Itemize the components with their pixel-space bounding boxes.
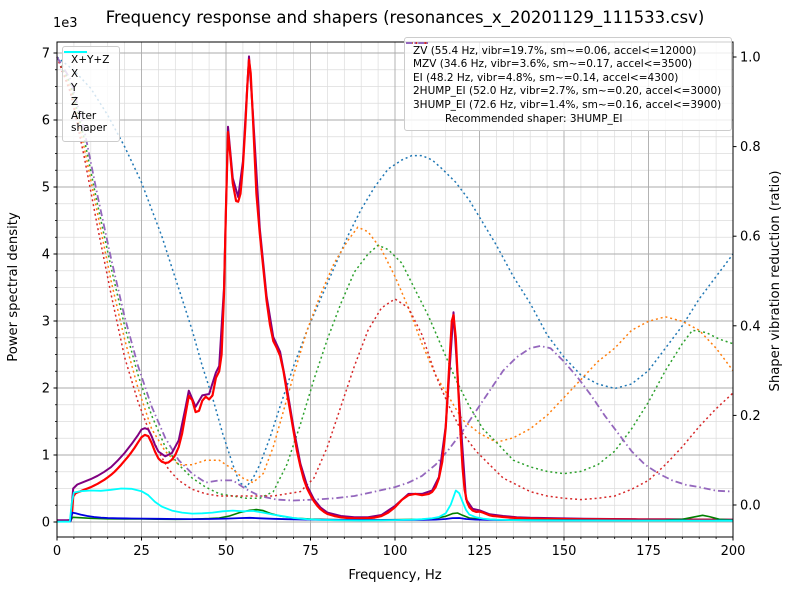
y-left-tick-label: 5 [42, 181, 50, 196]
axis-layer: 0 25 50 75 100 125 150 175 200 0 1 2 3 4 5 6 7 0.0 0.2 0.4 0… [42, 41, 761, 559]
x-tick-label: 25 [133, 544, 150, 559]
legend-item-label: 3HUMP_EI (72.6 Hz, vibr=1.4%, sm~=0.16, … [413, 98, 722, 111]
x-tick-label: 75 [302, 544, 319, 559]
legend-item-label: X [71, 68, 79, 80]
y-right-tick-label: 1.0 [740, 51, 761, 66]
y-left-axis-label: Power spectral density [6, 212, 21, 362]
y-right-tick-label: 0.4 [740, 319, 761, 334]
series-3hump-ei [56, 56, 734, 502]
series-zv [56, 56, 734, 488]
legend-item-label: 2HUMP_EI (52.0 Hz, vibr=2.7%, sm~=0.20, … [413, 85, 722, 97]
legend-line-sample [406, 42, 429, 44]
legend-item: 3HUMP_EI (72.6 Hz, vibr=1.4%, sm~=0.16, … [406, 42, 722, 111]
legend-item: Z [64, 51, 109, 108]
y-left-tick-label: 4 [42, 248, 50, 263]
series-ei [56, 56, 734, 500]
y-left-offset-text: 1e3 [53, 16, 78, 31]
legend-item: EI (48.2 Hz, vibr=4.8%, sm~=0.14, accel<… [406, 42, 721, 84]
legend-item-label: MZV (34.6 Hz, vibr=3.6%, sm~=0.17, accel… [413, 58, 693, 70]
legend-psd: X+Y+Z X Y Z After shaper [62, 46, 121, 142]
y-right-axis-label: Shaper vibration reduction (ratio) [768, 170, 783, 391]
y-right-tick-label: 0.2 [740, 409, 761, 424]
x-tick-label: 50 [218, 544, 235, 559]
y-right-tick-label: 0.0 [740, 499, 761, 514]
grid-layer [57, 42, 733, 537]
y-left-tick-label: 3 [42, 315, 50, 330]
legend-line-sample [406, 42, 429, 44]
x-tick-label: 200 [721, 544, 746, 559]
x-tick-label: 175 [636, 544, 661, 559]
series-mzv [56, 56, 734, 484]
y-left-tick-label: 2 [42, 382, 50, 397]
legend-footer: Recommended shaper: 3HUMP_EI [445, 112, 623, 125]
x-tick-label: 125 [467, 544, 492, 559]
legend-item: ZV (55.4 Hz, vibr=19.7%, sm~=0.06, accel… [406, 42, 721, 57]
x-tick-label: 150 [552, 544, 577, 559]
y-left-tick-label: 0 [42, 516, 50, 531]
y-right-tick-label: 0.8 [740, 140, 761, 155]
legend-shapers: ZV (55.4 Hz, vibr=19.7%, sm~=0.06, accel… [404, 37, 733, 131]
legend-item-label: ZV (55.4 Hz, vibr=19.7%, sm~=0.06, accel… [413, 44, 697, 57]
y-left-tick-label: 7 [42, 47, 50, 62]
legend-item-label: EI (48.2 Hz, vibr=4.8%, sm~=0.14, accel<… [413, 71, 679, 84]
legend-item-label: Z [71, 96, 79, 108]
legend-item-label: After shaper [71, 110, 108, 134]
x-axis-label: Frequency, Hz [348, 568, 441, 583]
x-tick-label: 0 [53, 544, 61, 559]
y-left-tick-label: 6 [42, 114, 50, 129]
legend-item: Y [64, 51, 109, 94]
chart-title: Frequency response and shapers (resonanc… [106, 8, 705, 28]
x-tick-label: 100 [383, 544, 408, 559]
series-after-shaper [57, 487, 733, 523]
y-left-tick-label: 1 [42, 449, 50, 464]
legend-item: After shaper [64, 51, 109, 134]
legend-item: 2HUMP_EI (52.0 Hz, vibr=2.7%, sm~=0.20, … [406, 42, 722, 97]
legend-item-label: X+Y+Z [71, 54, 110, 66]
series-x [57, 58, 734, 523]
legend-item-label: Y [71, 82, 78, 94]
legend-line-sample [64, 51, 87, 53]
y-right-tick-label: 0.6 [740, 230, 761, 245]
legend-item: X [64, 51, 109, 80]
series-layer [56, 55, 734, 523]
legend-item: MZV (34.6 Hz, vibr=3.6%, sm~=0.17, accel… [406, 42, 721, 70]
